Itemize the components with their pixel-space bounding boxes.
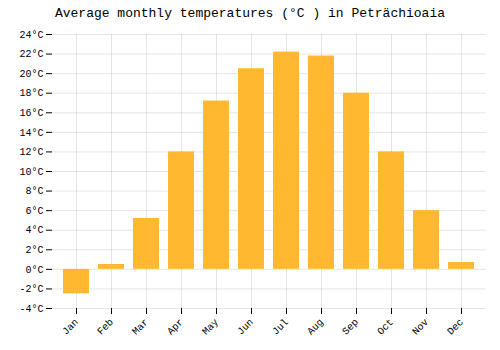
svg-text:20°C: 20°C xyxy=(19,69,43,80)
svg-text:-2°C: -2°C xyxy=(19,284,43,295)
svg-text:6°C: 6°C xyxy=(25,206,43,217)
html-text:Average monthly temperatures (: Average monthly temperatures (°C ) in Pe… xyxy=(55,6,445,21)
svg-text:Nov: Nov xyxy=(410,317,431,338)
svg-text:24°C: 24°C xyxy=(19,30,43,41)
svg-text:Jan: Jan xyxy=(60,317,81,338)
svg-text:Aug: Aug xyxy=(305,317,326,338)
svg-text:Mar: Mar xyxy=(130,317,151,338)
svg-text:-4°C: -4°C xyxy=(19,304,43,315)
svg-text:Feb: Feb xyxy=(95,317,116,338)
svg-text:Apr: Apr xyxy=(165,317,186,338)
svg-text:Dec: Dec xyxy=(445,317,466,338)
svg-text:Oct: Oct xyxy=(375,317,396,338)
svg-text:14°C: 14°C xyxy=(19,128,43,139)
svg-text:10°C: 10°C xyxy=(19,167,43,178)
svg-text:0°C: 0°C xyxy=(25,265,43,276)
svg-text:2°C: 2°C xyxy=(25,245,43,256)
svg-text:Sep: Sep xyxy=(340,317,361,338)
svg-text:22°C: 22°C xyxy=(19,49,43,60)
svg-text:4°C: 4°C xyxy=(25,225,43,236)
svg-text:Jul: Jul xyxy=(270,317,291,338)
svg-text:12°C: 12°C xyxy=(19,147,43,158)
svg-text:May: May xyxy=(200,317,221,338)
svg-text:18°C: 18°C xyxy=(19,88,43,99)
svg-text:8°C: 8°C xyxy=(25,186,43,197)
svg-text:Jun: Jun xyxy=(235,317,256,338)
svg-text:16°C: 16°C xyxy=(19,108,43,119)
